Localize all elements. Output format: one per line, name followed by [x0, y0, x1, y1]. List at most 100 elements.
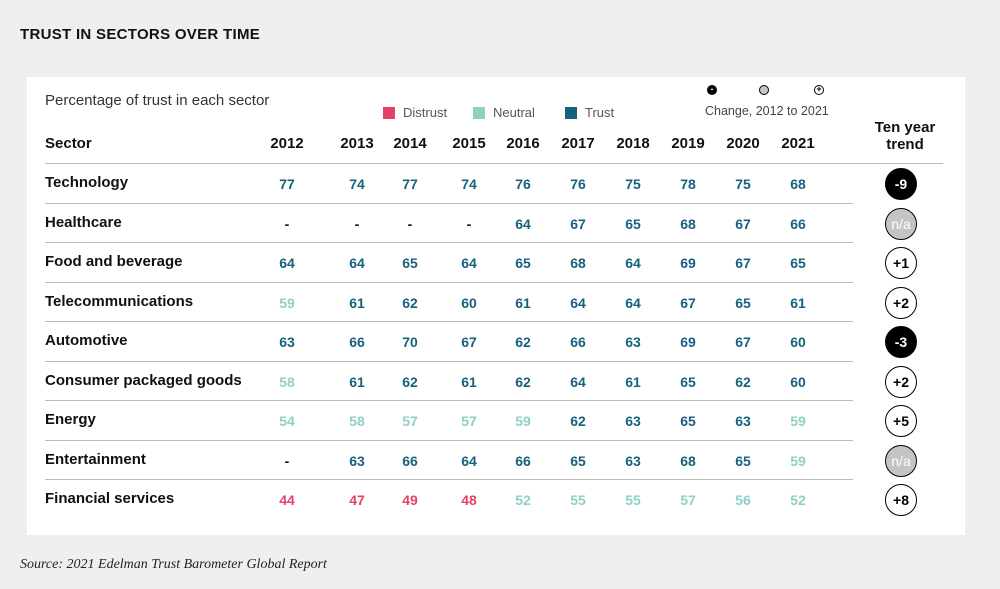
value-cell: 65: [402, 255, 418, 271]
value-cell: 75: [625, 176, 641, 192]
value-cell: 56: [735, 492, 751, 508]
value-cell: 62: [515, 373, 531, 390]
legend-neutral: Neutral: [473, 105, 535, 120]
row-divider: [45, 321, 853, 322]
value-cell: 59: [790, 452, 806, 469]
trend-header-line-2: trend: [886, 136, 924, 153]
value-cell: 57: [402, 413, 418, 429]
trend-badge: -3: [885, 326, 917, 358]
year-header-2014: 2014: [393, 135, 427, 152]
value-cell: 74: [349, 176, 365, 192]
sector-name: Telecommunications: [45, 292, 194, 310]
value-cell: 66: [349, 334, 365, 350]
value-cell: 60: [790, 334, 806, 350]
value-cell: 70: [402, 334, 418, 350]
value-cell: 49: [402, 492, 418, 508]
year-header-2018: 2018: [616, 135, 650, 152]
source-note: Source: 2021 Edelman Trust Barometer Glo…: [20, 557, 327, 572]
legend-trust: Trust: [565, 105, 614, 120]
value-cell: 57: [461, 413, 477, 429]
trend-badge: +1: [885, 247, 917, 279]
value-cell: 57: [680, 492, 696, 508]
value-cell: 68: [570, 255, 586, 271]
value-cell: 61: [625, 373, 641, 390]
value-cell: -: [354, 215, 360, 232]
trend-badge: +8: [885, 484, 917, 516]
change-legend: - + Change, 2012 to 2021: [705, 83, 835, 123]
value-cell: 59: [279, 294, 295, 311]
legend-neutral-label: Neutral: [493, 105, 535, 120]
year-header-2012: 2012: [270, 135, 304, 152]
trend-badge: n/a: [885, 444, 917, 477]
value-cell: 65: [515, 255, 531, 271]
sector-name: Healthcare: [45, 213, 122, 231]
value-cell: 64: [570, 373, 586, 390]
value-cell: 67: [735, 334, 751, 350]
value-cell: 58: [349, 413, 365, 429]
trend-column-header: Ten year trend: [867, 119, 943, 153]
minus-change-icon: -: [707, 85, 717, 95]
sector-name: Energy: [45, 411, 96, 428]
legend-distrust: Distrust: [383, 105, 447, 120]
value-cell: 67: [461, 334, 477, 350]
year-header-2015: 2015: [452, 135, 486, 152]
row-divider: [45, 400, 853, 401]
value-cell: -: [407, 215, 413, 232]
row-divider: [45, 360, 853, 362]
value-cell: 69: [680, 255, 696, 271]
value-cell: 65: [735, 294, 751, 311]
na-change-icon: [759, 85, 769, 95]
value-cell: 64: [570, 294, 586, 311]
value-cell: 54: [279, 413, 295, 429]
value-cell: 63: [625, 334, 641, 350]
trend-badge: -9: [885, 168, 917, 200]
value-cell: 68: [790, 176, 806, 192]
value-cell: -: [466, 215, 472, 232]
sector-name: Consumer packaged goods: [45, 371, 242, 389]
value-cell: 68: [680, 215, 696, 232]
year-header-2021: 2021: [781, 135, 815, 152]
value-cell: 77: [279, 176, 295, 192]
value-cell: 66: [570, 334, 586, 350]
value-cell: 65: [680, 413, 696, 429]
sector-name: Technology: [45, 174, 129, 191]
value-cell: 75: [735, 176, 751, 192]
value-cell: 67: [680, 294, 696, 311]
value-cell: 67: [735, 215, 751, 232]
value-cell: 62: [515, 334, 531, 350]
value-cell: 61: [790, 294, 806, 311]
value-cell: 68: [680, 452, 696, 469]
value-cell: 62: [570, 413, 586, 429]
value-cell: 66: [402, 452, 418, 469]
sector-name: Entertainment: [45, 450, 146, 468]
value-cell: 60: [790, 373, 806, 390]
value-cell: 60: [461, 294, 477, 311]
value-cell: 48: [461, 492, 477, 508]
value-cell: 64: [461, 255, 477, 271]
value-cell: 67: [735, 255, 751, 271]
value-cell: 64: [515, 215, 531, 232]
value-cell: 77: [402, 176, 418, 192]
value-cell: 62: [735, 373, 751, 390]
value-cell: 55: [625, 492, 641, 508]
value-cell: 61: [349, 294, 365, 311]
row-divider: [45, 479, 853, 480]
value-cell: 69: [680, 334, 696, 350]
value-cell: 59: [515, 413, 531, 429]
row-divider: [45, 439, 853, 441]
value-cell: 74: [461, 176, 477, 192]
chart-subtitle: Percentage of trust in each sector: [45, 92, 270, 109]
plus-change-icon: +: [814, 85, 824, 95]
sector-name: Food and beverage: [45, 253, 183, 270]
distrust-swatch: [383, 106, 395, 119]
value-cell: 76: [570, 176, 586, 192]
value-cell: 63: [279, 334, 295, 350]
value-cell: 63: [625, 413, 641, 429]
value-cell: -: [284, 452, 290, 469]
page-title: TRUST IN SECTORS OVER TIME: [20, 26, 261, 43]
trend-badge: +5: [885, 405, 917, 437]
trend-badge: n/a: [885, 207, 917, 240]
value-cell: 78: [680, 176, 696, 192]
value-cell: 62: [402, 373, 418, 390]
value-cell: 62: [402, 294, 418, 311]
